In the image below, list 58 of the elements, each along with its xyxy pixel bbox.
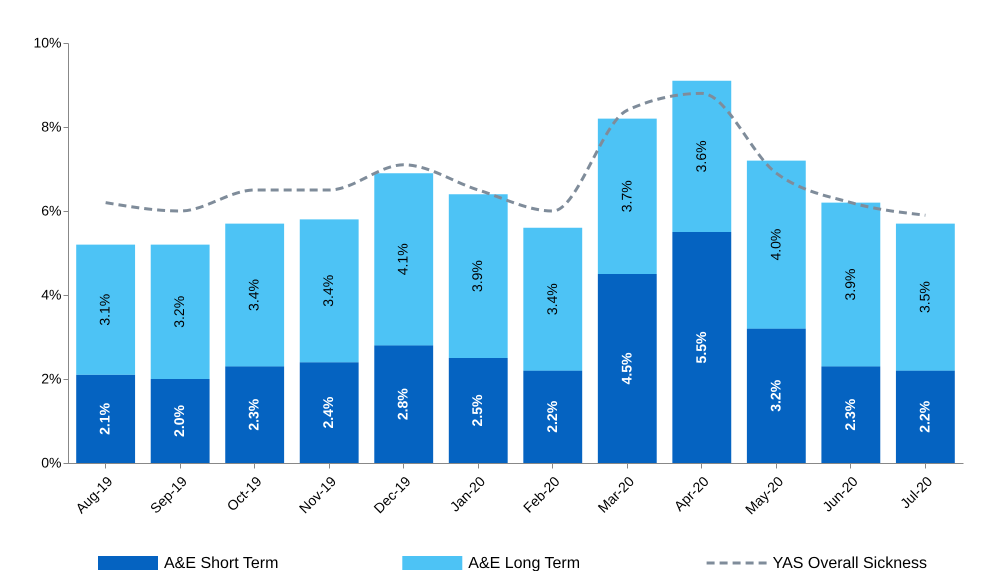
bar <box>448 358 508 463</box>
data-label: 3.2% <box>767 379 784 412</box>
bar <box>598 274 657 463</box>
bar <box>76 244 136 375</box>
bar <box>672 80 732 232</box>
bar <box>374 345 434 463</box>
data-label: 3.4% <box>320 274 336 307</box>
data-label: 2.5% <box>469 394 486 426</box>
data-label: 2.2% <box>544 400 560 433</box>
bar <box>300 362 359 463</box>
bar <box>523 370 582 463</box>
data-label: 2.8% <box>394 388 411 420</box>
bar <box>523 228 582 371</box>
bar <box>598 118 657 274</box>
y-tick-label: 6% <box>41 202 62 218</box>
data-label: 2.2% <box>916 400 932 433</box>
y-tick-label: 0% <box>41 454 62 470</box>
bar <box>448 194 508 358</box>
data-label: 2.0% <box>171 404 188 437</box>
y-tick-label: 10% <box>33 34 62 50</box>
bar <box>746 160 806 329</box>
bar <box>150 244 210 379</box>
bar <box>300 219 359 362</box>
legend-label: A&E Long Term <box>468 555 580 571</box>
data-label: 3.4% <box>544 283 560 316</box>
data-label: 4.1% <box>394 243 411 276</box>
data-label: 2.4% <box>320 396 336 429</box>
data-label: 3.4% <box>246 279 262 311</box>
y-tick-label: 2% <box>41 370 62 386</box>
y-tick-label: 8% <box>41 118 62 134</box>
bar <box>76 374 136 463</box>
bar <box>896 370 955 463</box>
bar <box>672 232 732 463</box>
bar <box>821 366 880 463</box>
data-label: 3.6% <box>692 140 709 172</box>
data-label: 3.9% <box>842 268 858 300</box>
legend-label: YAS Overall Sickness <box>772 555 928 571</box>
bar <box>821 202 880 366</box>
data-label: 5.5% <box>692 331 709 364</box>
bar <box>896 224 955 371</box>
data-label: 2.3% <box>842 398 858 431</box>
bar <box>150 379 210 463</box>
data-label: 3.1% <box>96 294 113 326</box>
data-label: 3.5% <box>916 281 932 314</box>
bar <box>225 224 284 366</box>
data-label: 4.0% <box>767 228 784 261</box>
data-label: 2.1% <box>96 402 113 435</box>
y-tick-label: 4% <box>41 286 62 302</box>
data-label: 4.5% <box>618 352 634 384</box>
legend-label: A&E Short Term <box>164 555 278 571</box>
data-label: 2.3% <box>246 398 262 431</box>
bar <box>374 173 434 346</box>
data-label: 3.7% <box>618 180 634 212</box>
bar <box>225 366 284 463</box>
data-label: 3.9% <box>469 260 486 292</box>
line-series <box>104 92 927 217</box>
data-label: 3.2% <box>171 296 188 328</box>
bar <box>746 328 806 463</box>
